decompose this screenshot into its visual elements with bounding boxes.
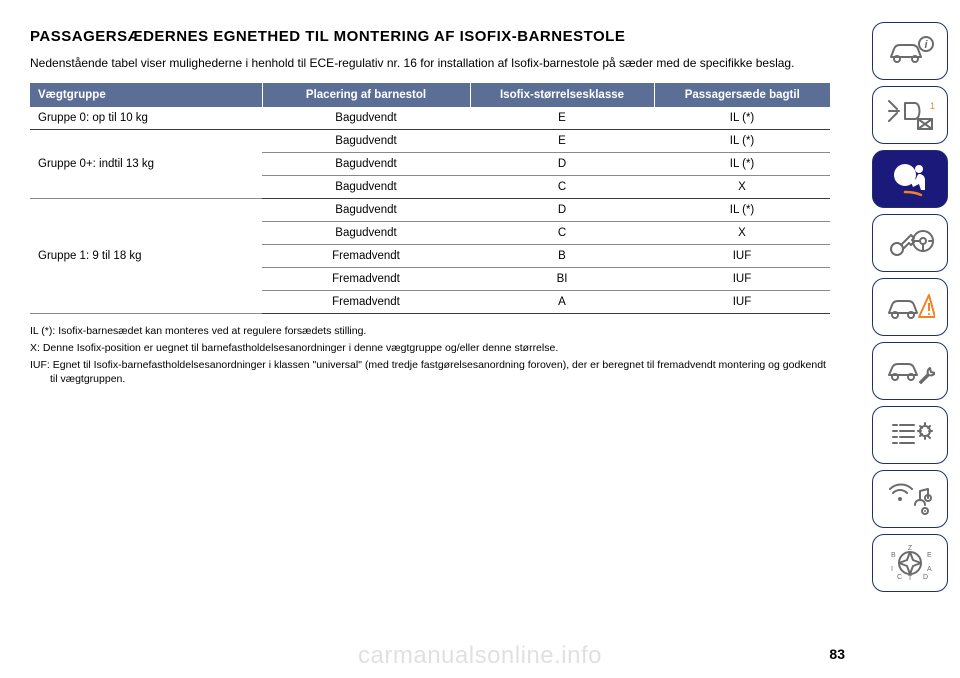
table-cell: IUF	[654, 268, 830, 291]
table-cell: Bagudvendt	[262, 107, 470, 130]
table-cell: Fremadvendt	[262, 268, 470, 291]
key-wheel-icon[interactable]	[872, 214, 948, 272]
svg-text:1: 1	[930, 101, 935, 111]
page-title: PASSAGERSÆDERNES EGNETHED TIL MONTERING …	[30, 28, 830, 45]
table-header: Passagersæde bagtil	[654, 83, 830, 107]
svg-text:I: I	[891, 566, 893, 573]
svg-text:B: B	[891, 552, 896, 559]
table-header: Vægtgruppe	[30, 83, 262, 107]
table-cell: Fremadvendt	[262, 245, 470, 268]
isofix-table: VægtgruppePlacering af barnestolIsofix-s…	[30, 83, 830, 314]
group-label: Gruppe 0+: indtil 13 kg	[30, 130, 262, 199]
note-line: IUF: Egnet til Isofix-barnefastholdelses…	[30, 358, 830, 387]
group-label: Gruppe 0: op til 10 kg	[30, 107, 262, 130]
table-row: Gruppe 0+: indtil 13 kgBagudvendtEIL (*)	[30, 130, 830, 153]
sidebar: i 1 Z EAD TCIB	[872, 22, 948, 592]
note-line: X: Denne Isofix-position er uegnet til b…	[30, 341, 830, 356]
page-number: 83	[829, 646, 845, 662]
table-cell: X	[654, 176, 830, 199]
notes-block: IL (*): Isofix-barnesædet kan monteres v…	[30, 324, 830, 387]
lights-icon[interactable]: 1	[872, 86, 948, 144]
svg-text:C: C	[897, 574, 902, 581]
svg-text:i: i	[924, 39, 928, 51]
table-cell: IL (*)	[654, 130, 830, 153]
table-cell: Bagudvendt	[262, 130, 470, 153]
table-cell: Bagudvendt	[262, 222, 470, 245]
table-cell: C	[470, 222, 654, 245]
svg-text:T: T	[908, 575, 913, 581]
table-cell: B	[470, 245, 654, 268]
watermark: carmanualsonline.info	[358, 642, 602, 670]
table-cell: IL (*)	[654, 199, 830, 222]
table-header: Placering af barnestol	[262, 83, 470, 107]
table-cell: IL (*)	[654, 153, 830, 176]
table-cell: D	[470, 199, 654, 222]
group-label: Gruppe 1: 9 til 18 kg	[30, 199, 262, 314]
table-cell: IUF	[654, 245, 830, 268]
table-cell: Bagudvendt	[262, 176, 470, 199]
compass-icon[interactable]: Z EAD TCIB	[872, 534, 948, 592]
table-row: Gruppe 0: op til 10 kgBagudvendtEIL (*)	[30, 107, 830, 130]
media-icon[interactable]	[872, 470, 948, 528]
table-row: Gruppe 1: 9 til 18 kgBagudvendtDIL (*)	[30, 199, 830, 222]
table-cell: IL (*)	[654, 107, 830, 130]
airbag-icon[interactable]	[872, 150, 948, 208]
table-cell: E	[470, 107, 654, 130]
car-info-icon[interactable]: i	[872, 22, 948, 80]
table-cell: BI	[470, 268, 654, 291]
note-line: IL (*): Isofix-barnesædet kan monteres v…	[30, 324, 830, 339]
table-cell: C	[470, 176, 654, 199]
list-gear-icon[interactable]	[872, 406, 948, 464]
table-cell: IUF	[654, 291, 830, 314]
table-cell: Bagudvendt	[262, 153, 470, 176]
car-wrench-icon[interactable]	[872, 342, 948, 400]
table-cell: D	[470, 153, 654, 176]
table-cell: A	[470, 291, 654, 314]
table-header: Isofix-størrelsesklasse	[470, 83, 654, 107]
svg-text:E: E	[927, 552, 932, 559]
table-cell: Bagudvendt	[262, 199, 470, 222]
intro-text: Nedenstående tabel viser mulighederne i …	[30, 55, 830, 71]
car-warning-icon[interactable]	[872, 278, 948, 336]
table-cell: Fremadvendt	[262, 291, 470, 314]
svg-text:D: D	[923, 574, 928, 581]
svg-text:A: A	[927, 566, 932, 573]
svg-text:Z: Z	[908, 545, 913, 552]
table-cell: E	[470, 130, 654, 153]
table-cell: X	[654, 222, 830, 245]
